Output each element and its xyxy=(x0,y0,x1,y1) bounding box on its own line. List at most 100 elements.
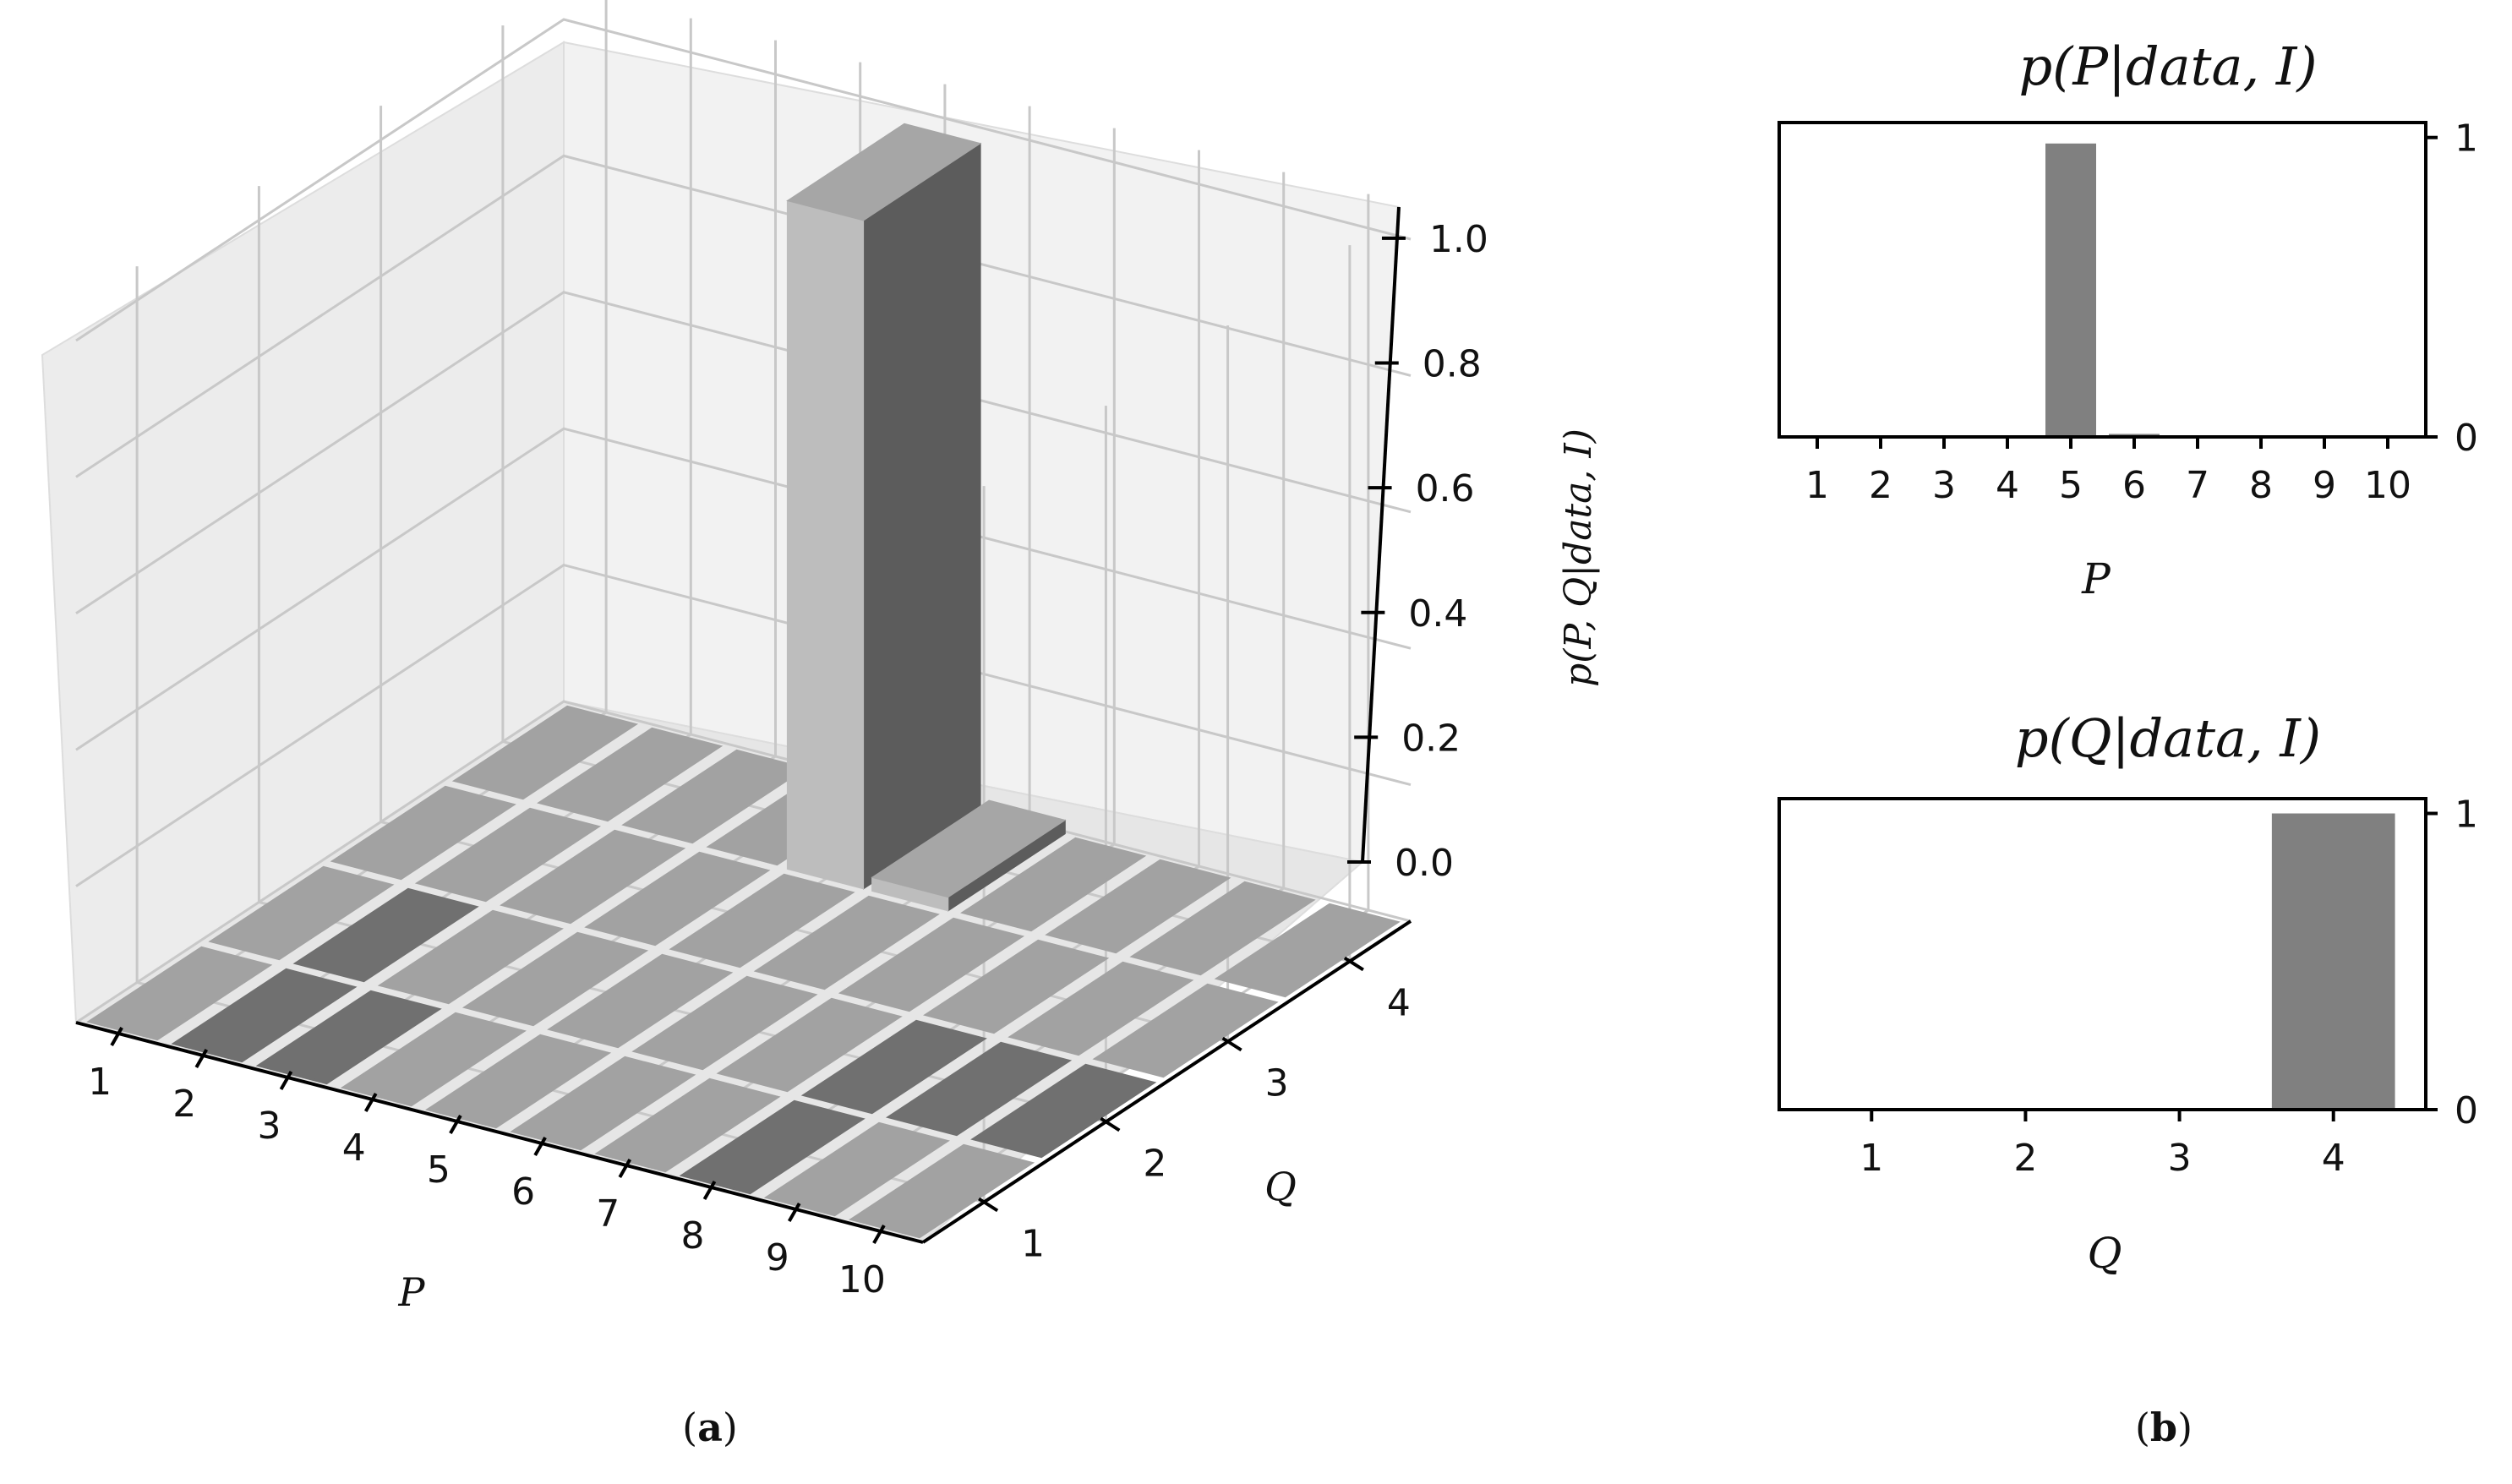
y-tick-label: 4 xyxy=(1387,982,1411,1025)
floor-tile xyxy=(208,865,395,961)
x-tick-label: 7 xyxy=(2186,464,2209,507)
x-axis-line xyxy=(75,1021,924,1244)
z-tick-label: 0.0 xyxy=(1395,842,1454,885)
bar xyxy=(2109,434,2160,435)
y-tick-label: 0 xyxy=(2455,1089,2478,1132)
floor-tile xyxy=(171,968,358,1063)
panel-label-a: (a) xyxy=(682,1405,738,1450)
z-axis-label: p(P, Q|data, I) xyxy=(1557,428,1600,687)
floor-tile xyxy=(255,990,442,1085)
axes-3d: 1 2 3 4 5 6 7 8 9 10 1 2 3 4 0.0 0.2 0.4 0.6 0.8 1.0 xyxy=(75,206,1488,1301)
x-tick-label: 10 xyxy=(2364,464,2411,507)
floor-tile xyxy=(838,917,1025,1012)
bar xyxy=(2271,813,2395,1108)
bars-3d xyxy=(786,123,1067,912)
x-tick xyxy=(110,1027,123,1046)
x-tick-label: 5 xyxy=(2059,464,2083,507)
floor-tile xyxy=(461,931,649,1027)
x-tick-label: 1 xyxy=(1859,1137,1883,1180)
floor-tile xyxy=(885,1041,1073,1137)
floor-tile xyxy=(669,873,855,968)
floor-tile xyxy=(1008,961,1194,1056)
x-tick xyxy=(618,1159,632,1178)
z-tick-label: 1.0 xyxy=(1429,218,1488,261)
x-tick-label: 3 xyxy=(258,1105,281,1148)
floor-tile xyxy=(86,946,273,1041)
floor-tile xyxy=(923,939,1110,1034)
x-tick-label: 1 xyxy=(88,1061,112,1104)
y-tick-label: 2 xyxy=(1143,1143,1166,1186)
x-tick xyxy=(194,1049,209,1068)
panel-label-b: (b) xyxy=(2135,1405,2193,1450)
floor-tile xyxy=(584,851,771,947)
floor-tiles xyxy=(86,705,1401,1239)
x-tick-label: 6 xyxy=(511,1170,535,1214)
x-tick xyxy=(279,1071,293,1090)
x-tick xyxy=(533,1137,547,1156)
x-tick-label: 7 xyxy=(596,1192,620,1236)
bar-top-face xyxy=(871,799,1067,898)
z-axis-line xyxy=(1361,206,1401,863)
y-tick-label: 1 xyxy=(2455,117,2478,161)
floor-tile xyxy=(340,1012,527,1107)
floor-tile xyxy=(753,895,940,990)
marginal-q-chart: p(Q|data, I) 1 2 3 4 0 1 Q (b) xyxy=(1778,707,2478,1450)
bar-front-face xyxy=(786,199,865,890)
floor-tile xyxy=(500,829,686,925)
x-tick-label: 2 xyxy=(172,1083,196,1126)
x-tick-label: 9 xyxy=(2313,464,2336,507)
x-tick-label: 3 xyxy=(1932,464,1956,507)
y-tick-label: 1 xyxy=(2455,794,2478,837)
x-tick-label: 8 xyxy=(2249,464,2273,507)
x-tick-label: 2 xyxy=(2013,1137,2037,1180)
floor-tile xyxy=(848,1143,1035,1239)
floor-tile xyxy=(510,1056,696,1151)
floor-tile xyxy=(292,887,479,983)
floor-tile xyxy=(960,837,1147,932)
bar-3d xyxy=(786,123,982,890)
x-tick xyxy=(702,1181,717,1200)
y-tick xyxy=(1343,956,1364,972)
floor-tile xyxy=(424,1034,612,1129)
floor-tile xyxy=(594,1078,781,1173)
floor-tile xyxy=(763,1121,950,1217)
x-tick-label: 10 xyxy=(838,1258,886,1301)
x-tick xyxy=(449,1115,462,1134)
bar xyxy=(2045,143,2096,436)
bars-p xyxy=(2045,143,2160,436)
z-tick-label: 0.4 xyxy=(1408,592,1467,636)
y-tick xyxy=(978,1197,999,1213)
floor-tile xyxy=(716,997,903,1093)
floor-tile xyxy=(800,1019,987,1115)
bar-top-face xyxy=(786,123,982,221)
floor-tile xyxy=(1092,983,1279,1078)
floor-tile xyxy=(330,785,516,881)
x-tick-label: 4 xyxy=(2322,1137,2345,1180)
y-tick-label: 1 xyxy=(1021,1223,1045,1266)
x-tick xyxy=(872,1225,886,1244)
floor-tile xyxy=(970,1063,1157,1159)
x-tick xyxy=(363,1093,378,1112)
bars-q xyxy=(2271,813,2395,1108)
floor-tile xyxy=(631,975,818,1071)
x-axis-label-q: Q xyxy=(2088,1229,2122,1278)
ticks-q: 1 2 3 4 0 1 xyxy=(1859,794,2478,1180)
y-tick xyxy=(1221,1036,1242,1052)
floor-tile xyxy=(1045,859,1231,954)
bar-3d xyxy=(871,799,1067,912)
x-tick-label: 9 xyxy=(766,1236,789,1279)
x-tick-label: 5 xyxy=(427,1148,451,1192)
x-tick-label: 2 xyxy=(1869,464,1892,507)
y-tick-label: 0 xyxy=(2455,417,2478,460)
z-tick-label: 0.6 xyxy=(1416,467,1475,510)
x-axis-label-p: P xyxy=(2081,554,2111,603)
x-tick-label: 6 xyxy=(2122,464,2146,507)
y-axis-line xyxy=(921,919,1412,1244)
x-tick-label: 3 xyxy=(2168,1137,2192,1180)
plot-frame-p xyxy=(1778,121,2427,439)
z-tick-label: 0.2 xyxy=(1401,717,1461,760)
chart-title-q: p(Q|data, I) xyxy=(2015,707,2321,769)
floor-tile xyxy=(377,909,564,1005)
